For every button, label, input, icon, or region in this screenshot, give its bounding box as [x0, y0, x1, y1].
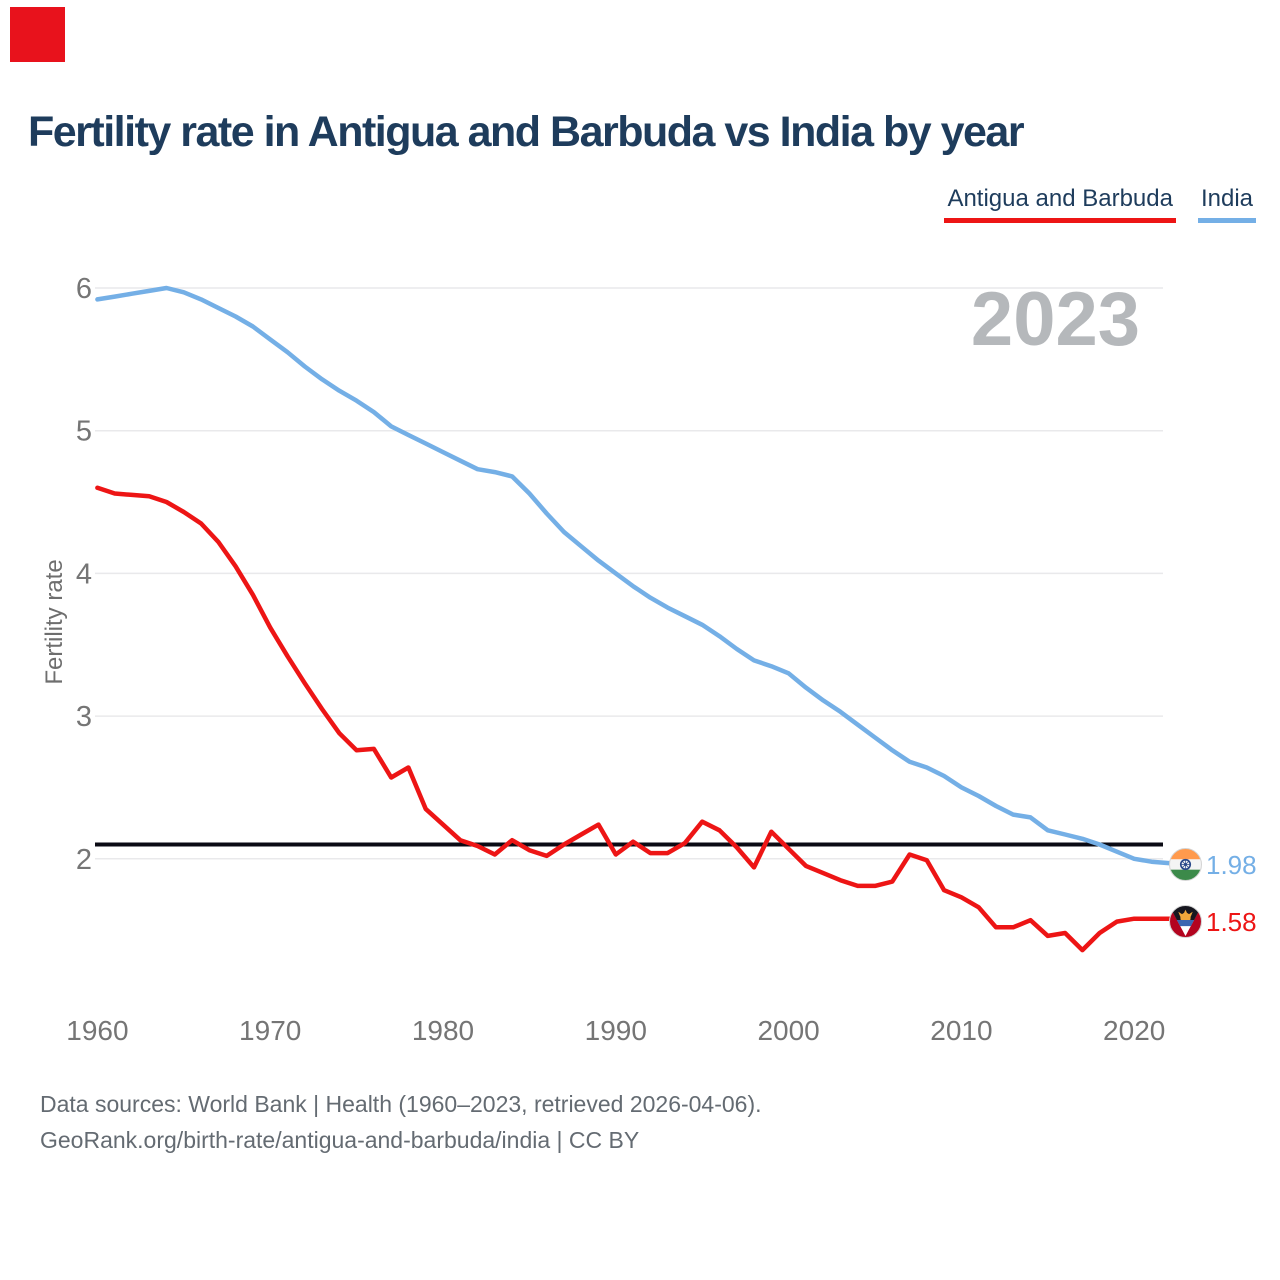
series-line-india[interactable]: [95, 285, 1189, 866]
y-tick-label: 3: [76, 701, 92, 733]
x-tick-label: 1990: [585, 1015, 647, 1046]
chart-footer: Data sources: World Bank | Health (1960–…: [40, 1086, 762, 1158]
x-tick-label: 1970: [239, 1015, 301, 1046]
india-flag-icon: [1169, 848, 1202, 881]
india-value-label: 1.98: [1206, 850, 1257, 880]
data-sources-line: Data sources: World Bank | Health (1960–…: [40, 1091, 762, 1117]
y-tick-label: 4: [76, 558, 92, 590]
y-axis-title: Fertility rate: [41, 559, 68, 684]
attribution-line: GeoRank.org/birth-rate/antigua-and-barbu…: [40, 1127, 640, 1153]
page-title: Fertility rate in Antigua and Barbuda vs…: [28, 108, 1025, 156]
x-tick-label: 1980: [412, 1015, 474, 1046]
red-corner-marker: [10, 7, 65, 62]
legend: Antigua and Barbuda India: [944, 185, 1256, 223]
legend-item-antigua-and-barbuda[interactable]: Antigua and Barbuda: [944, 185, 1176, 223]
x-tick-label: 2000: [757, 1015, 819, 1046]
series-line-antigua-and-barbuda[interactable]: [95, 485, 1189, 953]
y-tick-label: 2: [76, 844, 92, 876]
x-tick-label: 2020: [1103, 1015, 1165, 1046]
antigua-value-label: 1.58: [1206, 907, 1257, 937]
y-tick-label: 6: [76, 273, 92, 305]
x-tick-label: 2010: [930, 1015, 992, 1046]
antigua-and-barbuda-flag-icon: [1169, 905, 1202, 938]
watermark-year: 2023: [971, 277, 1140, 362]
y-tick-label: 5: [76, 416, 92, 448]
legend-item-india[interactable]: India: [1197, 185, 1256, 223]
x-tick-label: 1960: [66, 1015, 128, 1046]
